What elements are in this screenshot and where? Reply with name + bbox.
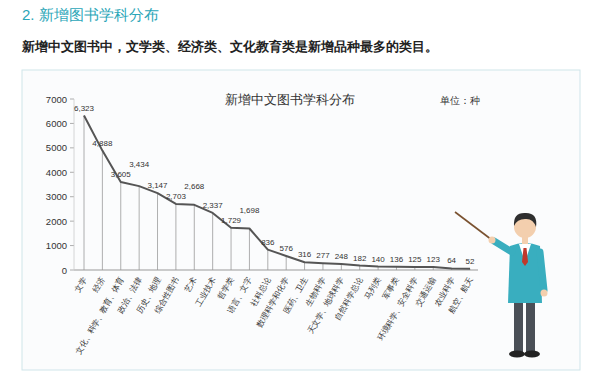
leg xyxy=(526,300,535,352)
leg xyxy=(514,300,523,352)
arm xyxy=(494,241,512,252)
pointer xyxy=(455,212,492,240)
data-label: 52 xyxy=(466,257,475,266)
x-tick-label: 工业技术 xyxy=(194,276,218,308)
data-label: 125 xyxy=(408,255,422,264)
arm xyxy=(540,252,544,290)
data-label: 576 xyxy=(280,244,294,253)
page: 2. 新增图书学科分布新增中文图书中，文学类、经济类、文化教育类是新增品种最多的… xyxy=(0,0,598,377)
x-tick-label: 语言、文字 xyxy=(226,276,254,315)
y-tick xyxy=(70,123,74,124)
x-tick-label: 自然科学总论 xyxy=(333,276,365,322)
y-tick-label: 1000 xyxy=(46,240,67,251)
data-label: 3,434 xyxy=(129,160,150,169)
y-tick xyxy=(70,221,74,222)
data-label: 3,605 xyxy=(111,170,132,179)
data-label: 1,729 xyxy=(221,216,242,225)
drop-line xyxy=(249,229,250,270)
heading: 2. 新增图书学科分布 xyxy=(22,6,159,23)
y-axis-line xyxy=(74,99,75,270)
data-label: 836 xyxy=(261,238,275,247)
drop-line xyxy=(212,213,213,270)
tie xyxy=(522,248,528,266)
teacher-illustration xyxy=(455,212,548,358)
x-tick-label: 艺术 xyxy=(183,276,199,294)
x-tick-label: 经济 xyxy=(91,276,107,294)
data-label: 136 xyxy=(390,255,404,264)
x-tick-label: 环境科学、安全科学 xyxy=(376,276,420,343)
y-tick-label: 4000 xyxy=(46,167,67,178)
x-tick-label: 医药、卫生 xyxy=(282,276,310,315)
data-label: 64 xyxy=(447,256,456,265)
hand xyxy=(489,237,496,244)
drop-line xyxy=(139,186,140,270)
x-tick-label: 哲学类 xyxy=(216,276,236,301)
hair xyxy=(514,213,536,227)
drop-line xyxy=(231,228,232,270)
drop-line xyxy=(267,250,268,270)
data-label: 182 xyxy=(353,254,367,263)
x-tick-label: 马列类 xyxy=(363,276,383,301)
y-tick xyxy=(70,245,74,246)
data-label: 3,147 xyxy=(148,181,169,190)
hand xyxy=(541,290,548,297)
x-tick-label: 文化、科学、教育、体育 xyxy=(74,276,126,357)
data-label: 1,698 xyxy=(239,206,260,215)
x-tick-label: 军事类 xyxy=(381,276,401,301)
drop-line xyxy=(322,263,323,270)
y-tick-label: 3000 xyxy=(46,191,67,202)
unit-label: 单位：种 xyxy=(440,95,480,106)
shoe xyxy=(524,351,540,358)
drop-line xyxy=(304,262,305,270)
y-tick xyxy=(70,172,74,173)
data-label: 316 xyxy=(298,250,312,259)
drop-line xyxy=(84,116,85,270)
chart-panel xyxy=(22,70,580,370)
data-label: 123 xyxy=(427,255,441,264)
data-label: 2,337 xyxy=(203,201,224,210)
summary: 新增中文图书中，文学类、经济类、文化教育类是新增品种最多的类目。 xyxy=(21,39,438,54)
y-tick xyxy=(70,270,74,271)
y-tick xyxy=(70,99,74,100)
drop-line xyxy=(194,205,195,270)
drop-line xyxy=(286,256,287,270)
y-tick-label: 5000 xyxy=(46,142,67,153)
drop-line xyxy=(157,193,158,270)
y-tick-label: 0 xyxy=(62,265,67,276)
y-tick-label: 6000 xyxy=(46,118,67,129)
data-label: 248 xyxy=(335,252,349,261)
drop-line xyxy=(175,204,176,270)
data-label: 2,703 xyxy=(166,192,187,201)
chart-title: 新增中文图书学科分布 xyxy=(225,92,355,107)
y-tick-label: 2000 xyxy=(46,216,67,227)
data-label: 2,668 xyxy=(184,182,205,191)
x-axis-line xyxy=(74,270,478,271)
x-tick-label: 文学 xyxy=(73,276,89,294)
x-tick-label: 航空、航天 xyxy=(447,276,475,315)
y-tick xyxy=(70,147,74,148)
shoe xyxy=(509,351,525,358)
line xyxy=(84,116,470,269)
drop-line xyxy=(120,182,121,270)
x-tick-label: 综合性图书 xyxy=(153,276,181,315)
data-label: 277 xyxy=(316,251,330,260)
drop-line xyxy=(102,151,103,270)
y-tick-label: 7000 xyxy=(46,94,67,105)
plot-area xyxy=(84,116,470,270)
y-tick xyxy=(70,196,74,197)
data-label: 140 xyxy=(371,255,385,264)
data-label: 4,888 xyxy=(92,139,113,148)
data-label: 6,323 xyxy=(74,104,95,113)
